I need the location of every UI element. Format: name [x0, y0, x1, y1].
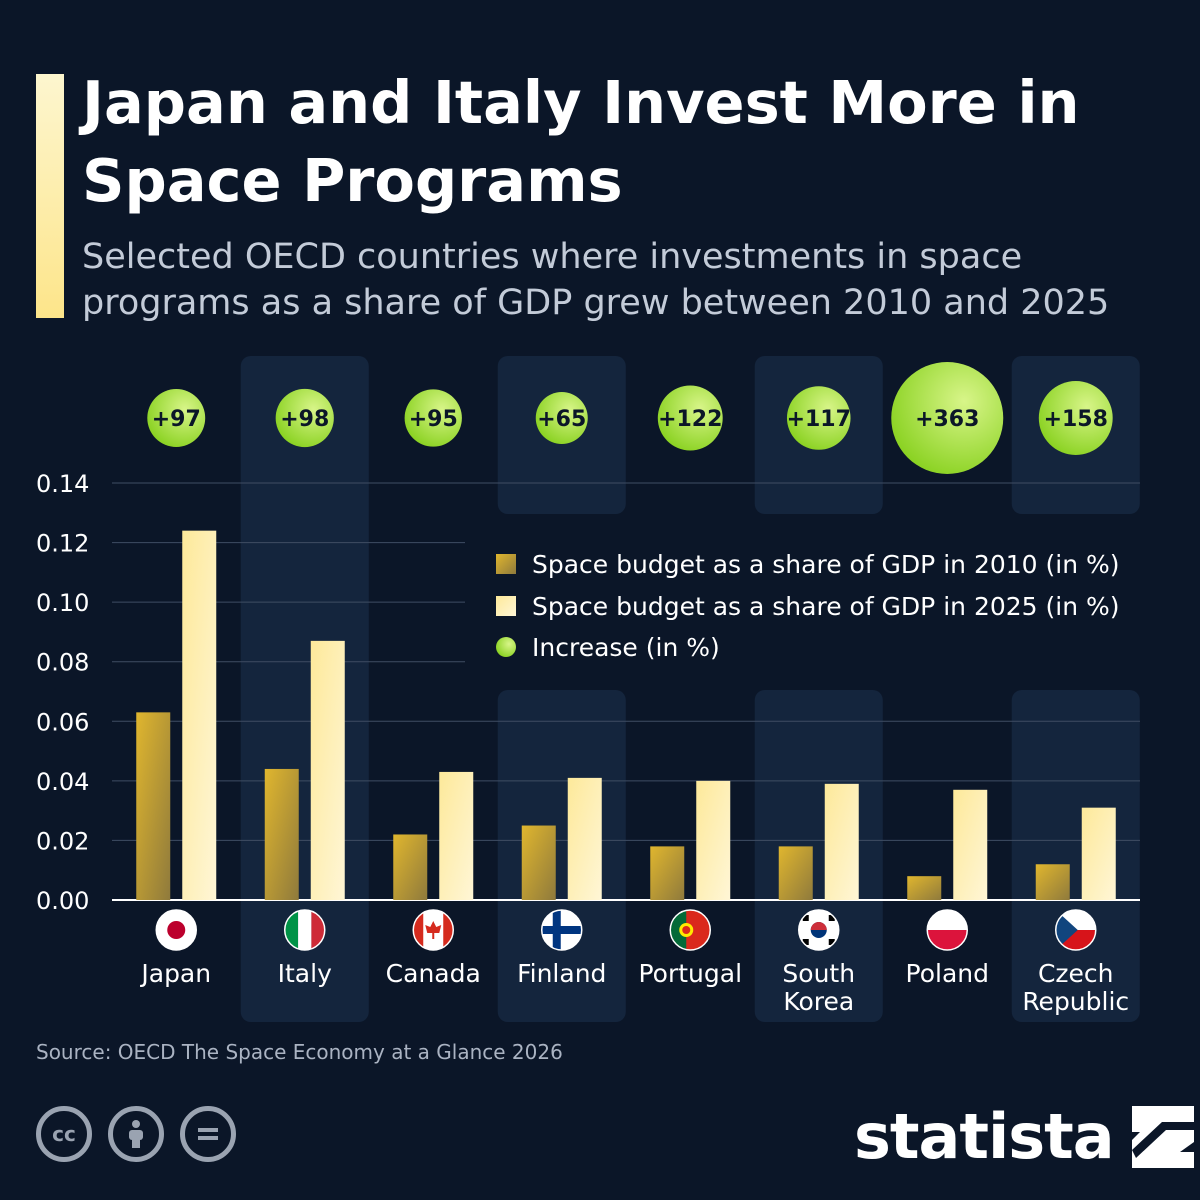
category-label-portugal: Portugal	[638, 959, 742, 988]
bar-2010-portugal	[650, 846, 685, 900]
increase-bubble-czech-republic	[1038, 381, 1113, 455]
bar-2010-finland	[521, 825, 556, 900]
by-icon[interactable]	[108, 1106, 164, 1162]
column-highlight	[1011, 690, 1140, 1022]
category-label-czech-republic: Czech Republic	[1022, 959, 1129, 1016]
y-tick-label: 0.06	[36, 708, 89, 736]
bar-2010-czech-republic	[1035, 864, 1070, 900]
nd-icon[interactable]	[180, 1106, 236, 1162]
category-label-poland: Poland	[906, 959, 989, 988]
bar-2025-czech-republic	[1081, 807, 1116, 900]
y-tick-label: 0.00	[36, 887, 89, 915]
japan-flag-icon	[156, 910, 197, 950]
increase-label-czech-republic: +158	[1044, 407, 1108, 432]
column-highlight	[497, 690, 626, 1022]
y-tick-label: 0.02	[36, 827, 89, 855]
y-tick-label: 0.12	[36, 530, 89, 558]
bar-2010-italy	[264, 768, 299, 900]
increase-bubble-italy	[275, 388, 334, 448]
bar-2010-canada	[393, 834, 428, 900]
category-label-japan: Japan	[139, 959, 211, 988]
source-note: Source: OECD The Space Economy at a Glan…	[36, 1040, 563, 1064]
increase-bubble-portugal	[657, 385, 723, 451]
increase-label-poland: +363	[915, 407, 979, 432]
y-tick-label: 0.08	[36, 649, 89, 677]
increase-bubble-japan	[147, 389, 206, 447]
bar-2025-south-korea	[824, 783, 859, 900]
brand-name: statista	[854, 1100, 1115, 1173]
finland-flag-icon	[541, 910, 582, 950]
y-tick-label: 0.04	[36, 768, 89, 796]
bar-2025-finland	[567, 777, 602, 900]
category-label-finland: Finland	[517, 959, 606, 988]
legend-swatch-2	[496, 637, 516, 657]
page-title: Japan and Italy Invest More in Space Pro…	[82, 68, 1080, 215]
increase-bubble-poland	[891, 362, 1004, 474]
increase-label-south-korea: +117	[787, 407, 851, 432]
increase-bubble-finland	[535, 392, 588, 444]
category-label-south-korea: South Korea	[782, 959, 855, 1016]
increase-label-canada: +95	[409, 407, 458, 432]
statista-mark-icon	[1131, 1105, 1194, 1168]
south-korea-flag-icon	[798, 910, 839, 950]
bar-2025-poland	[953, 789, 988, 900]
page-subtitle: Selected OECD countries where investment…	[82, 237, 1110, 323]
y-tick-label: 0.10	[36, 589, 89, 617]
bar-2025-portugal	[696, 780, 731, 900]
bar-2025-japan	[182, 530, 217, 900]
bar-chart: 0.00 0.02 0.04 0.06 0.08 0.10 0.12 0.14 Space b…	[36, 356, 1140, 1022]
canada-flag-icon	[413, 910, 454, 950]
increase-label-finland: +65	[537, 407, 586, 432]
increase-bubble-canada	[404, 389, 462, 447]
czech-republic-flag-icon	[1055, 910, 1096, 950]
portugal-flag-icon	[670, 910, 711, 950]
license-icons: cc	[36, 1106, 236, 1162]
increase-label-japan: +97	[152, 407, 201, 432]
statista-logo[interactable]: statista	[854, 1100, 1194, 1173]
bar-2010-japan	[136, 712, 171, 900]
bar-2010-south-korea	[778, 846, 813, 900]
title-accent-bar	[36, 74, 64, 318]
cc-icon[interactable]: cc	[36, 1106, 92, 1162]
legend-swatch-1	[496, 596, 516, 616]
category-label-italy: Italy	[278, 959, 332, 988]
bar-2025-canada	[439, 771, 474, 900]
column-highlight	[754, 690, 883, 1022]
increase-label-portugal: +122	[658, 407, 722, 432]
increase-bubble-south-korea	[786, 386, 851, 450]
category-label-canada: Canada	[386, 959, 481, 988]
poland-flag-icon	[927, 910, 968, 950]
legend-label-1: Space budget as a share of GDP in 2025 (…	[532, 592, 1120, 621]
bar-2025-italy	[310, 640, 345, 900]
bar-2010-poland	[907, 876, 942, 900]
y-tick-label: 0.14	[36, 470, 89, 498]
increase-label-italy: +98	[280, 407, 329, 432]
legend-swatch-0	[496, 554, 516, 574]
legend-label-0: Space budget as a share of GDP in 2010 (…	[532, 550, 1120, 579]
legend-label-2: Increase (in %)	[532, 633, 720, 662]
